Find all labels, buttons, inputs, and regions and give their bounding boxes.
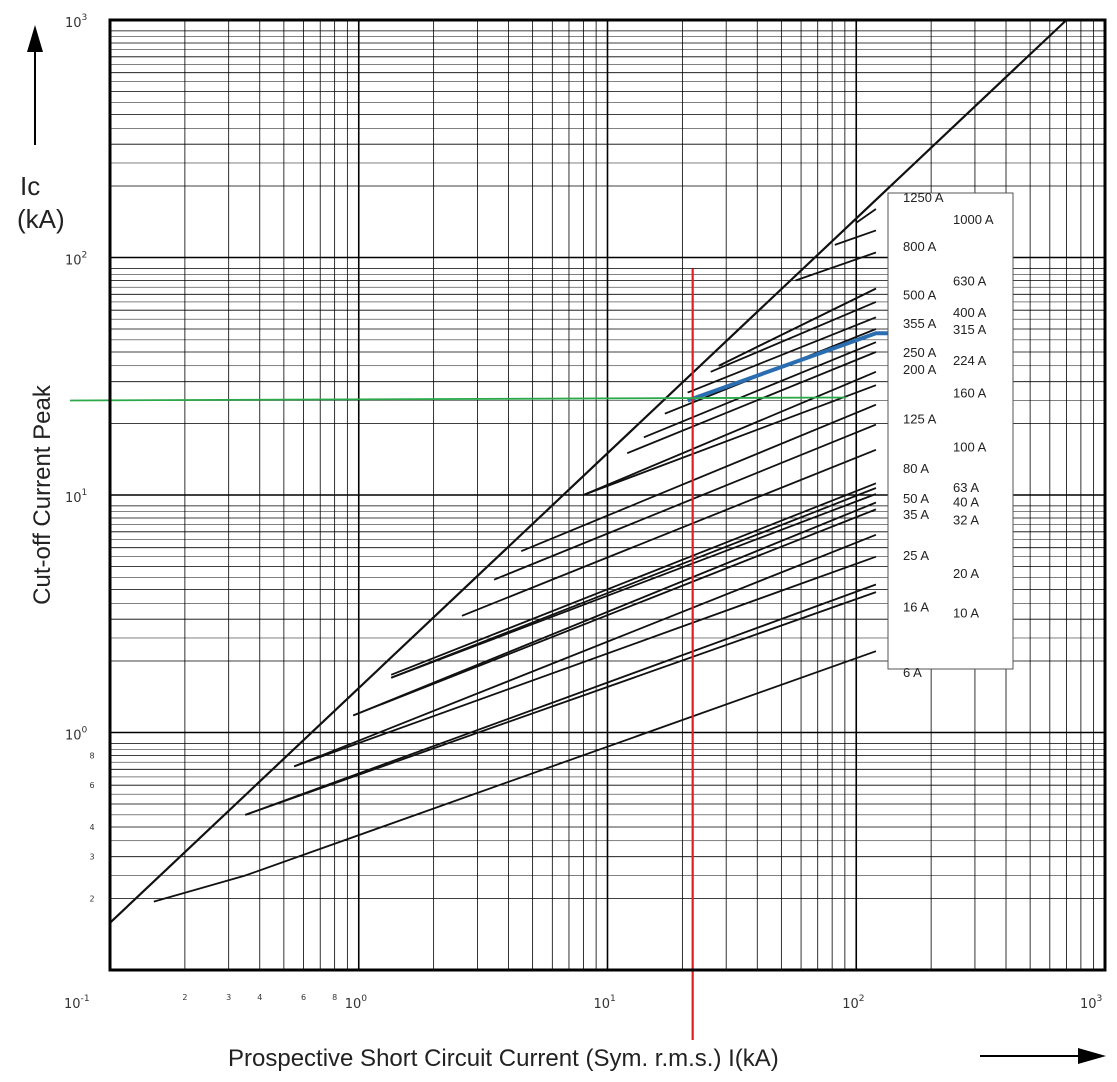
tick-label: 3 [89, 853, 94, 862]
tick-label: 3 [226, 993, 231, 1002]
tick-label: 4 [257, 993, 262, 1002]
reference-lines [69, 268, 847, 1040]
legend-label: 32 A [953, 512, 979, 527]
y-axis-arrow-head [27, 25, 43, 52]
tick-label: 6 [301, 993, 306, 1002]
series-line-6a [153, 650, 877, 903]
envelope-line [109, 19, 1068, 924]
legend-label: 200 A [903, 362, 937, 377]
series-line-10a [245, 591, 877, 816]
legend-label: 1000 A [953, 212, 994, 227]
envelope-layer [109, 19, 1068, 924]
reference-line-horizontal [69, 396, 847, 402]
tick-label: 2 [182, 993, 187, 1002]
series-line-400a [710, 301, 877, 373]
legend-label: 500 A [903, 287, 937, 302]
legend-label: 50 A [903, 491, 929, 506]
legend-label: 20 A [953, 566, 979, 581]
tick-label: 4 [89, 823, 94, 832]
legend-labels: 1250 A 1000 A 800 A 630 A 500 A 400 A 355 A 315… [903, 190, 994, 680]
series-line-250a [643, 341, 877, 439]
series-line-125a [520, 403, 877, 553]
legend-label: 315 A [953, 322, 987, 337]
series-line-35a [352, 501, 877, 717]
legend-label: 40 A [953, 494, 979, 509]
legend-box [887, 192, 1014, 670]
tick-label: 8 [332, 993, 337, 1002]
tick-label: 2 [89, 895, 94, 904]
legend-label: 35 A [903, 507, 929, 522]
legend-label: 1250 A [903, 190, 944, 205]
series-line-20a [293, 555, 877, 768]
y-axis-symbol: Ic [20, 171, 40, 201]
x-axis-title: Prospective Short Circuit Current (Sym. … [228, 1045, 779, 1072]
series-line-200a [583, 371, 877, 496]
legend-label: 160 A [953, 386, 987, 401]
series-line-630a [718, 287, 877, 367]
legend-label: 355 A [903, 316, 937, 331]
tick-label: 6 [89, 781, 94, 790]
series-line-80a [461, 448, 877, 617]
x-axis-arrow-head [1078, 1048, 1106, 1064]
series-line-16a [245, 583, 877, 816]
series-line-355a [687, 316, 877, 394]
series-line-63a [390, 482, 877, 676]
legend-label: 6 A [903, 665, 922, 680]
legend-label: 400 A [953, 305, 987, 320]
series-line-224a [626, 351, 877, 455]
series-line-100a [493, 423, 877, 581]
legend-label: 630 A [953, 274, 987, 289]
legend-label: 10 A [953, 606, 979, 621]
legend-label: 63 A [953, 480, 979, 495]
series-line-1250a [855, 208, 877, 224]
legend-label: 100 A [953, 440, 987, 455]
y-axis-title: Cut-off Current Peak [29, 384, 56, 605]
highlight-series-line [686, 331, 893, 403]
legend-label: 80 A [903, 461, 929, 476]
legend-label: 800 A [903, 239, 937, 254]
legend-label: 125 A [903, 411, 937, 426]
plot-frame [108, 18, 1107, 972]
series-line-25a [293, 533, 877, 768]
legend-label: 224 A [953, 353, 987, 368]
tick-label: 8 [89, 752, 94, 761]
series-line-800a [795, 251, 877, 282]
series-layer [153, 208, 893, 903]
legend-label: 250 A [903, 345, 937, 360]
series-line-1000a [834, 229, 877, 246]
series-line-32a [352, 508, 877, 717]
legend-label: 16 A [903, 599, 929, 614]
legend-label: 25 A [903, 548, 929, 563]
y-axis-unit: (kA) [17, 204, 65, 234]
series-line-50a [390, 487, 877, 679]
series-line-40a [390, 493, 877, 679]
series-line-160a [583, 384, 877, 496]
